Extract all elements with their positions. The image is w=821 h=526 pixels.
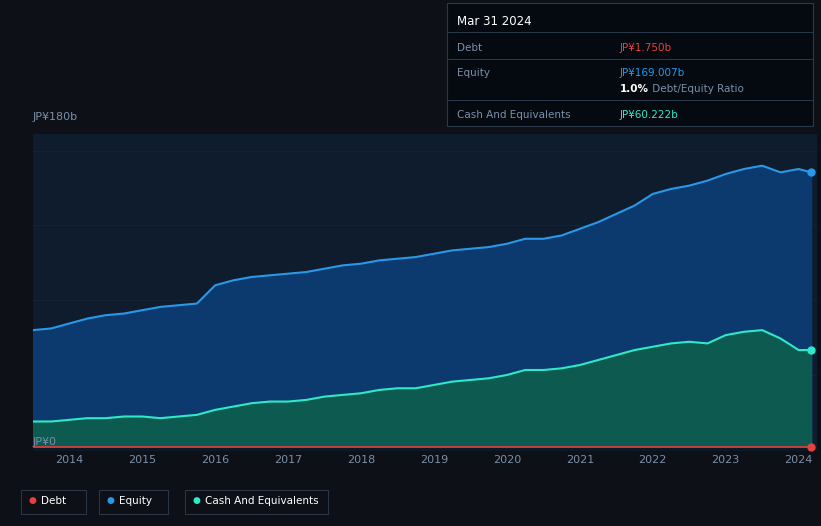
Point xyxy=(805,168,818,177)
Text: ●: ● xyxy=(107,496,115,505)
Text: Debt/Equity Ratio: Debt/Equity Ratio xyxy=(649,84,744,94)
Text: Cash And Equivalents: Cash And Equivalents xyxy=(457,110,571,120)
Text: 1.0%: 1.0% xyxy=(620,84,649,94)
Point xyxy=(805,346,818,355)
Text: Mar 31 2024: Mar 31 2024 xyxy=(457,15,532,28)
Text: Equity: Equity xyxy=(119,495,152,506)
Text: JP¥60.222b: JP¥60.222b xyxy=(620,110,679,120)
Text: Equity: Equity xyxy=(457,68,490,78)
Text: ●: ● xyxy=(29,496,37,505)
Text: Cash And Equivalents: Cash And Equivalents xyxy=(205,495,319,506)
Text: JP¥1.750b: JP¥1.750b xyxy=(620,43,672,53)
Text: JP¥180b: JP¥180b xyxy=(33,112,78,122)
Text: JP¥0: JP¥0 xyxy=(33,437,57,447)
Text: ●: ● xyxy=(193,496,201,505)
Text: Debt: Debt xyxy=(457,43,483,53)
Text: Debt: Debt xyxy=(41,495,67,506)
Point xyxy=(805,442,818,451)
Text: JP¥169.007b: JP¥169.007b xyxy=(620,68,685,78)
